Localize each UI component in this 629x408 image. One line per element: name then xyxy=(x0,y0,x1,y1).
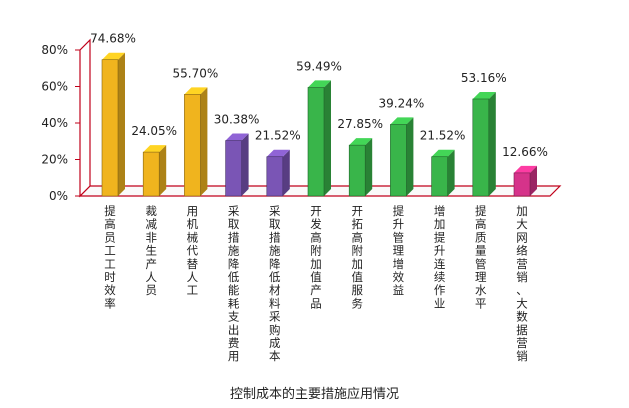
x-tick-label: 提高员工工时效率 xyxy=(104,204,116,310)
x-axis-labels: 提高员工工时效率 裁减非生产人员 用机械代替人工 采取措施降低能耗支出费用 采取措施降低… xyxy=(104,204,528,363)
bar-top xyxy=(225,133,249,141)
value-label: 24.05% xyxy=(131,124,177,138)
value-label: 12.66% xyxy=(502,145,548,159)
bar-side xyxy=(447,149,455,196)
y-tick-label: 60% xyxy=(41,80,68,94)
value-label: 21.52% xyxy=(255,129,301,143)
bar-outline xyxy=(513,172,531,197)
bar xyxy=(225,133,249,197)
bar-side xyxy=(200,87,208,196)
y-tick-label: 20% xyxy=(41,153,68,167)
y-tick-label: 40% xyxy=(41,116,68,130)
bar-front xyxy=(390,124,407,196)
bar-outline xyxy=(472,98,490,197)
bar-side xyxy=(406,117,414,196)
bar-top xyxy=(143,145,167,153)
bar-side xyxy=(159,145,167,196)
bar xyxy=(390,117,414,197)
y-axis-ticks: 0% 20% 40% 60% 80% xyxy=(41,43,80,203)
x-tick-label: 提升管理增效益 xyxy=(393,204,405,297)
bar-outline xyxy=(348,144,366,197)
bar xyxy=(266,149,290,197)
chart-title: 控制成本的主要措施应用情况 xyxy=(229,387,399,402)
bar-side xyxy=(282,149,290,196)
value-label: 59.49% xyxy=(296,59,342,73)
bar-top xyxy=(472,91,496,99)
x-tick-label: 提高质量管理水平 xyxy=(475,204,487,310)
bar-outline xyxy=(225,140,242,197)
bar-side xyxy=(118,52,125,196)
x-tick-label: 裁减非生产人员 xyxy=(145,204,157,297)
bar-side xyxy=(324,80,331,196)
y-tick-label: 80% xyxy=(41,43,68,57)
bar-front xyxy=(266,156,283,196)
bar xyxy=(307,80,331,197)
bar-side xyxy=(488,91,496,196)
bar-front xyxy=(143,152,160,196)
bar-side xyxy=(365,138,373,196)
bar xyxy=(431,149,455,197)
bar xyxy=(142,145,167,197)
bar-front xyxy=(308,87,324,196)
value-label: 39.24% xyxy=(379,96,425,110)
bar-top xyxy=(431,149,455,157)
bar-top xyxy=(308,80,331,88)
x-tick-label: 采取措施降低能耗支出费用 xyxy=(228,204,240,363)
bar-outline xyxy=(431,156,448,197)
bar xyxy=(513,165,537,197)
bar-top xyxy=(266,149,290,157)
bar-outline xyxy=(184,94,201,197)
value-label: 55.70% xyxy=(173,66,219,80)
value-label: 27.85% xyxy=(337,117,383,131)
y-tick-label: 0% xyxy=(49,189,68,203)
bar-front xyxy=(349,145,366,196)
bar-side xyxy=(530,165,537,196)
value-labels: 74.68% 24.05% 55.70% 30.38% 21.52% 59.49% 27.8… xyxy=(90,32,548,159)
bar-side xyxy=(241,133,249,196)
bar-front xyxy=(102,59,118,196)
bar-top xyxy=(349,138,373,146)
x-tick-label: 用机械代替人工 xyxy=(187,204,199,297)
bar-front xyxy=(184,94,201,196)
x-tick-label: 加大网络营销、大数据营销 xyxy=(516,204,528,363)
bar-top xyxy=(514,165,537,173)
bar xyxy=(348,138,373,197)
bar-outline xyxy=(266,156,284,197)
bar-front xyxy=(431,156,448,196)
bar xyxy=(101,52,125,197)
chart-left-wall xyxy=(79,38,91,198)
x-tick-label: 开发高附加值产品 xyxy=(310,204,322,310)
bar-outline xyxy=(390,124,407,197)
bar-front xyxy=(472,98,489,196)
bar-front xyxy=(225,140,242,196)
x-tick-label: 采取措施降低材料采购成本 xyxy=(269,204,281,363)
bar-top xyxy=(102,52,125,60)
value-label: 30.38% xyxy=(214,113,260,127)
bar-top xyxy=(390,117,414,125)
value-label: 53.16% xyxy=(461,71,507,85)
value-label: 21.52% xyxy=(420,129,466,143)
bar-outline xyxy=(101,59,119,197)
bar-top xyxy=(184,87,208,95)
x-tick-label: 开拓高附加值服务 xyxy=(351,204,363,310)
bar-outline xyxy=(307,87,325,197)
bar-front xyxy=(514,172,530,196)
bar-outline xyxy=(142,151,160,197)
bar xyxy=(472,91,496,197)
value-label: 74.68% xyxy=(90,32,136,46)
x-tick-label: 增加提升连续作业 xyxy=(434,204,446,310)
bar xyxy=(184,87,208,197)
bars xyxy=(101,52,537,197)
